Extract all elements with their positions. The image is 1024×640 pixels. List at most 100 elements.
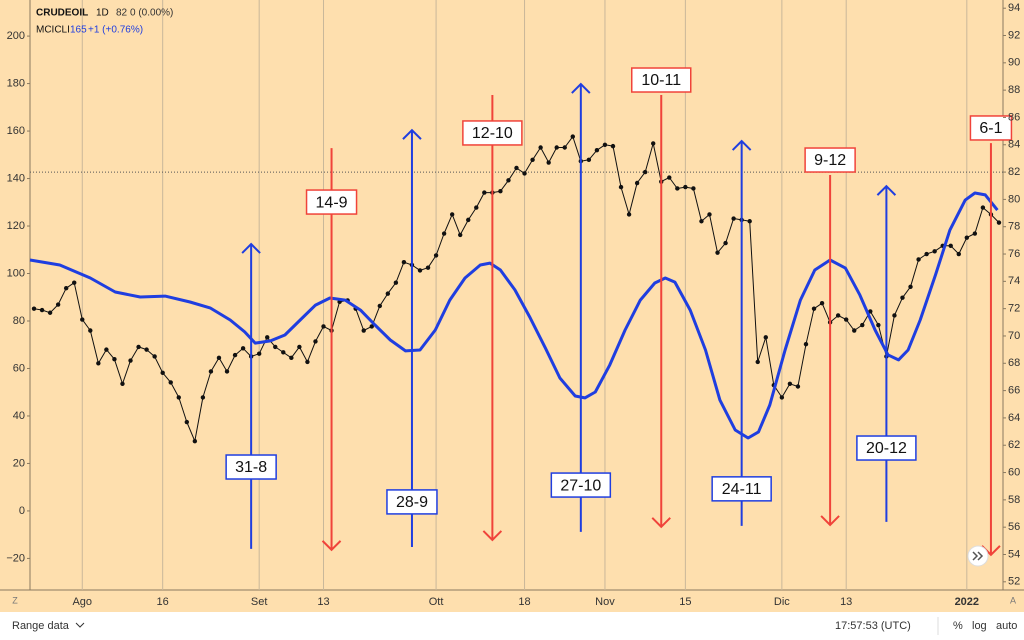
data-point [361,328,366,333]
data-point [554,145,559,150]
data-point [618,184,624,190]
data-point [39,307,45,313]
data-point [860,322,865,328]
x-tick-label: 18 [518,596,530,608]
data-point [763,335,768,340]
y2-tick-label: 62 [1008,439,1020,451]
legend-interval: 1D [96,8,109,19]
y2-tick-label: 54 [1008,548,1020,560]
legend-change: +1 (+0.76%) [88,25,143,36]
data-point [570,134,575,139]
cycle-label: 31-8 [235,459,267,476]
data-point [216,355,222,361]
data-point [297,344,302,350]
cycle-label-box [856,435,917,461]
cycle-label: 28-9 [396,494,428,511]
data-point [948,243,953,249]
axes: Ago 16 Set 13 Ott 18 Nov 15 Dic 13 2022 −20 0 20 40 60 8… [6,2,1020,608]
data-point [224,369,230,374]
arrow-head [321,540,342,552]
range-button[interactable]: Range data [12,620,70,632]
cycle-label-box [462,120,523,146]
data-point [634,180,640,186]
data-point [104,347,109,352]
data-point [530,157,535,162]
data-point [449,212,455,217]
data-point [417,268,423,273]
data-point [474,205,479,210]
data-point [498,189,503,194]
data-point [779,395,785,400]
data-point [803,341,809,347]
x-tick-label: 16 [157,596,169,608]
y-tick-label: 20 [13,457,25,469]
scale-button[interactable]: Z [12,595,18,605]
cycle-label: 20-12 [866,440,907,457]
data-point [240,346,246,351]
data-point [393,280,399,285]
data-point [80,317,85,322]
data-point [458,232,463,238]
data-point [441,231,447,236]
legend-value: 165 [70,25,87,36]
data-point [956,251,961,257]
data-point [369,324,374,329]
data-point [642,169,648,175]
data-point [305,359,310,365]
scale-button[interactable]: A [1010,595,1016,605]
cycle-label: 27-10 [560,477,601,494]
data-point [819,300,825,306]
y-tick-label: 80 [13,315,25,327]
y2-tick-label: 52 [1008,576,1020,588]
x-tick-label: 13 [840,596,852,608]
percent-button[interactable]: % [953,620,963,632]
data-point [723,240,728,246]
log-button[interactable]: log [972,620,987,632]
x-tick-label: 2022 [955,596,979,608]
x-tick-label: Ago [72,596,92,608]
data-point [55,302,61,307]
data-point [144,347,149,352]
data-point [675,186,680,191]
x-tick-label: Nov [595,596,615,608]
auto-button[interactable]: auto [996,620,1017,632]
range-caret [75,622,85,628]
data-point [128,358,133,363]
data-point [313,339,318,344]
cycle-label-box [305,189,358,215]
y2-tick-label: 68 [1008,357,1020,369]
data-point [321,324,326,329]
x-tick-label: Ott [429,596,444,608]
data-point [707,212,712,217]
data-point [699,219,704,224]
data-point [876,322,881,328]
toolbar-background [0,612,1024,640]
data-point [562,145,567,150]
arrow-head [482,530,503,542]
y2-tick-label: 76 [1008,248,1020,260]
data-point [996,220,1002,225]
chart-background [0,0,1024,612]
y2-tick-label: 82 [1008,166,1020,178]
data-point [916,257,921,262]
plot-area: 31-8 28-9 27-10 24-11 20-12 14-9 12-10 10-11 9-1… [29,67,1013,557]
y-tick-label: 0 [19,505,25,517]
cycle-label-box [225,454,277,480]
clock: 17:57:53 (UTC) [835,620,911,632]
data-point [667,175,672,180]
data-point [980,205,986,210]
data-point [377,303,382,309]
data-point [755,359,760,365]
scroll-icon [972,551,984,561]
cycle-label: 12-10 [472,125,513,142]
y-tick-label: 200 [7,30,25,42]
y-tick-label: −20 [6,552,25,564]
x-tick-label: Set [251,596,268,608]
data-point [908,284,913,290]
arrow-head [402,128,422,140]
cycle-label-box [969,115,1013,141]
legend-value: 82 [116,8,128,19]
data-point [787,381,793,386]
y2-tick-label: 92 [1008,29,1020,41]
